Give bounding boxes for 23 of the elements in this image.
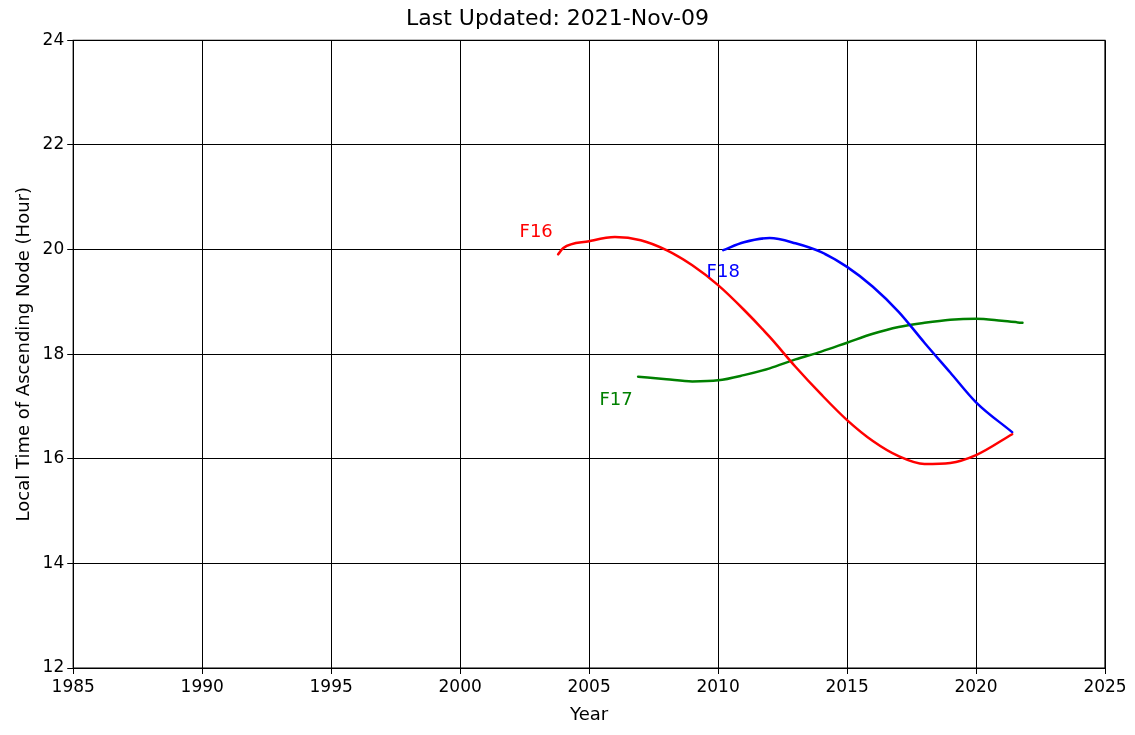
series-label: F16 <box>519 219 553 241</box>
y-axis-title: Local Time of Ascending Node (Hour) <box>12 187 34 522</box>
x-tick-label: 2005 <box>567 675 611 696</box>
line-series <box>636 317 1024 383</box>
x-tick-label: 1990 <box>180 675 224 696</box>
x-tick-label: 2020 <box>954 675 998 696</box>
x-axis-title: Year <box>569 702 609 724</box>
y-tick-label: 16 <box>42 447 65 468</box>
y-tick-label: 14 <box>42 551 65 572</box>
series-label: F17 <box>599 388 633 410</box>
x-tick-label: 2000 <box>438 675 482 696</box>
line-series <box>556 235 1014 466</box>
x-tick-label: 2010 <box>696 675 740 696</box>
chart-title: Last Updated: 2021-Nov-09 <box>405 4 710 30</box>
y-tick-label: 24 <box>42 28 65 49</box>
x-tick-label: 1995 <box>309 675 353 696</box>
y-tick-label: 18 <box>42 342 65 363</box>
x-tick-label: 1985 <box>51 675 95 696</box>
x-tick-label: 2015 <box>825 675 869 696</box>
y-tick-label: 22 <box>42 133 65 154</box>
x-tick-label: 2025 <box>1083 675 1127 696</box>
y-tick-label: 12 <box>42 656 65 677</box>
y-tick-label: 20 <box>42 238 65 259</box>
